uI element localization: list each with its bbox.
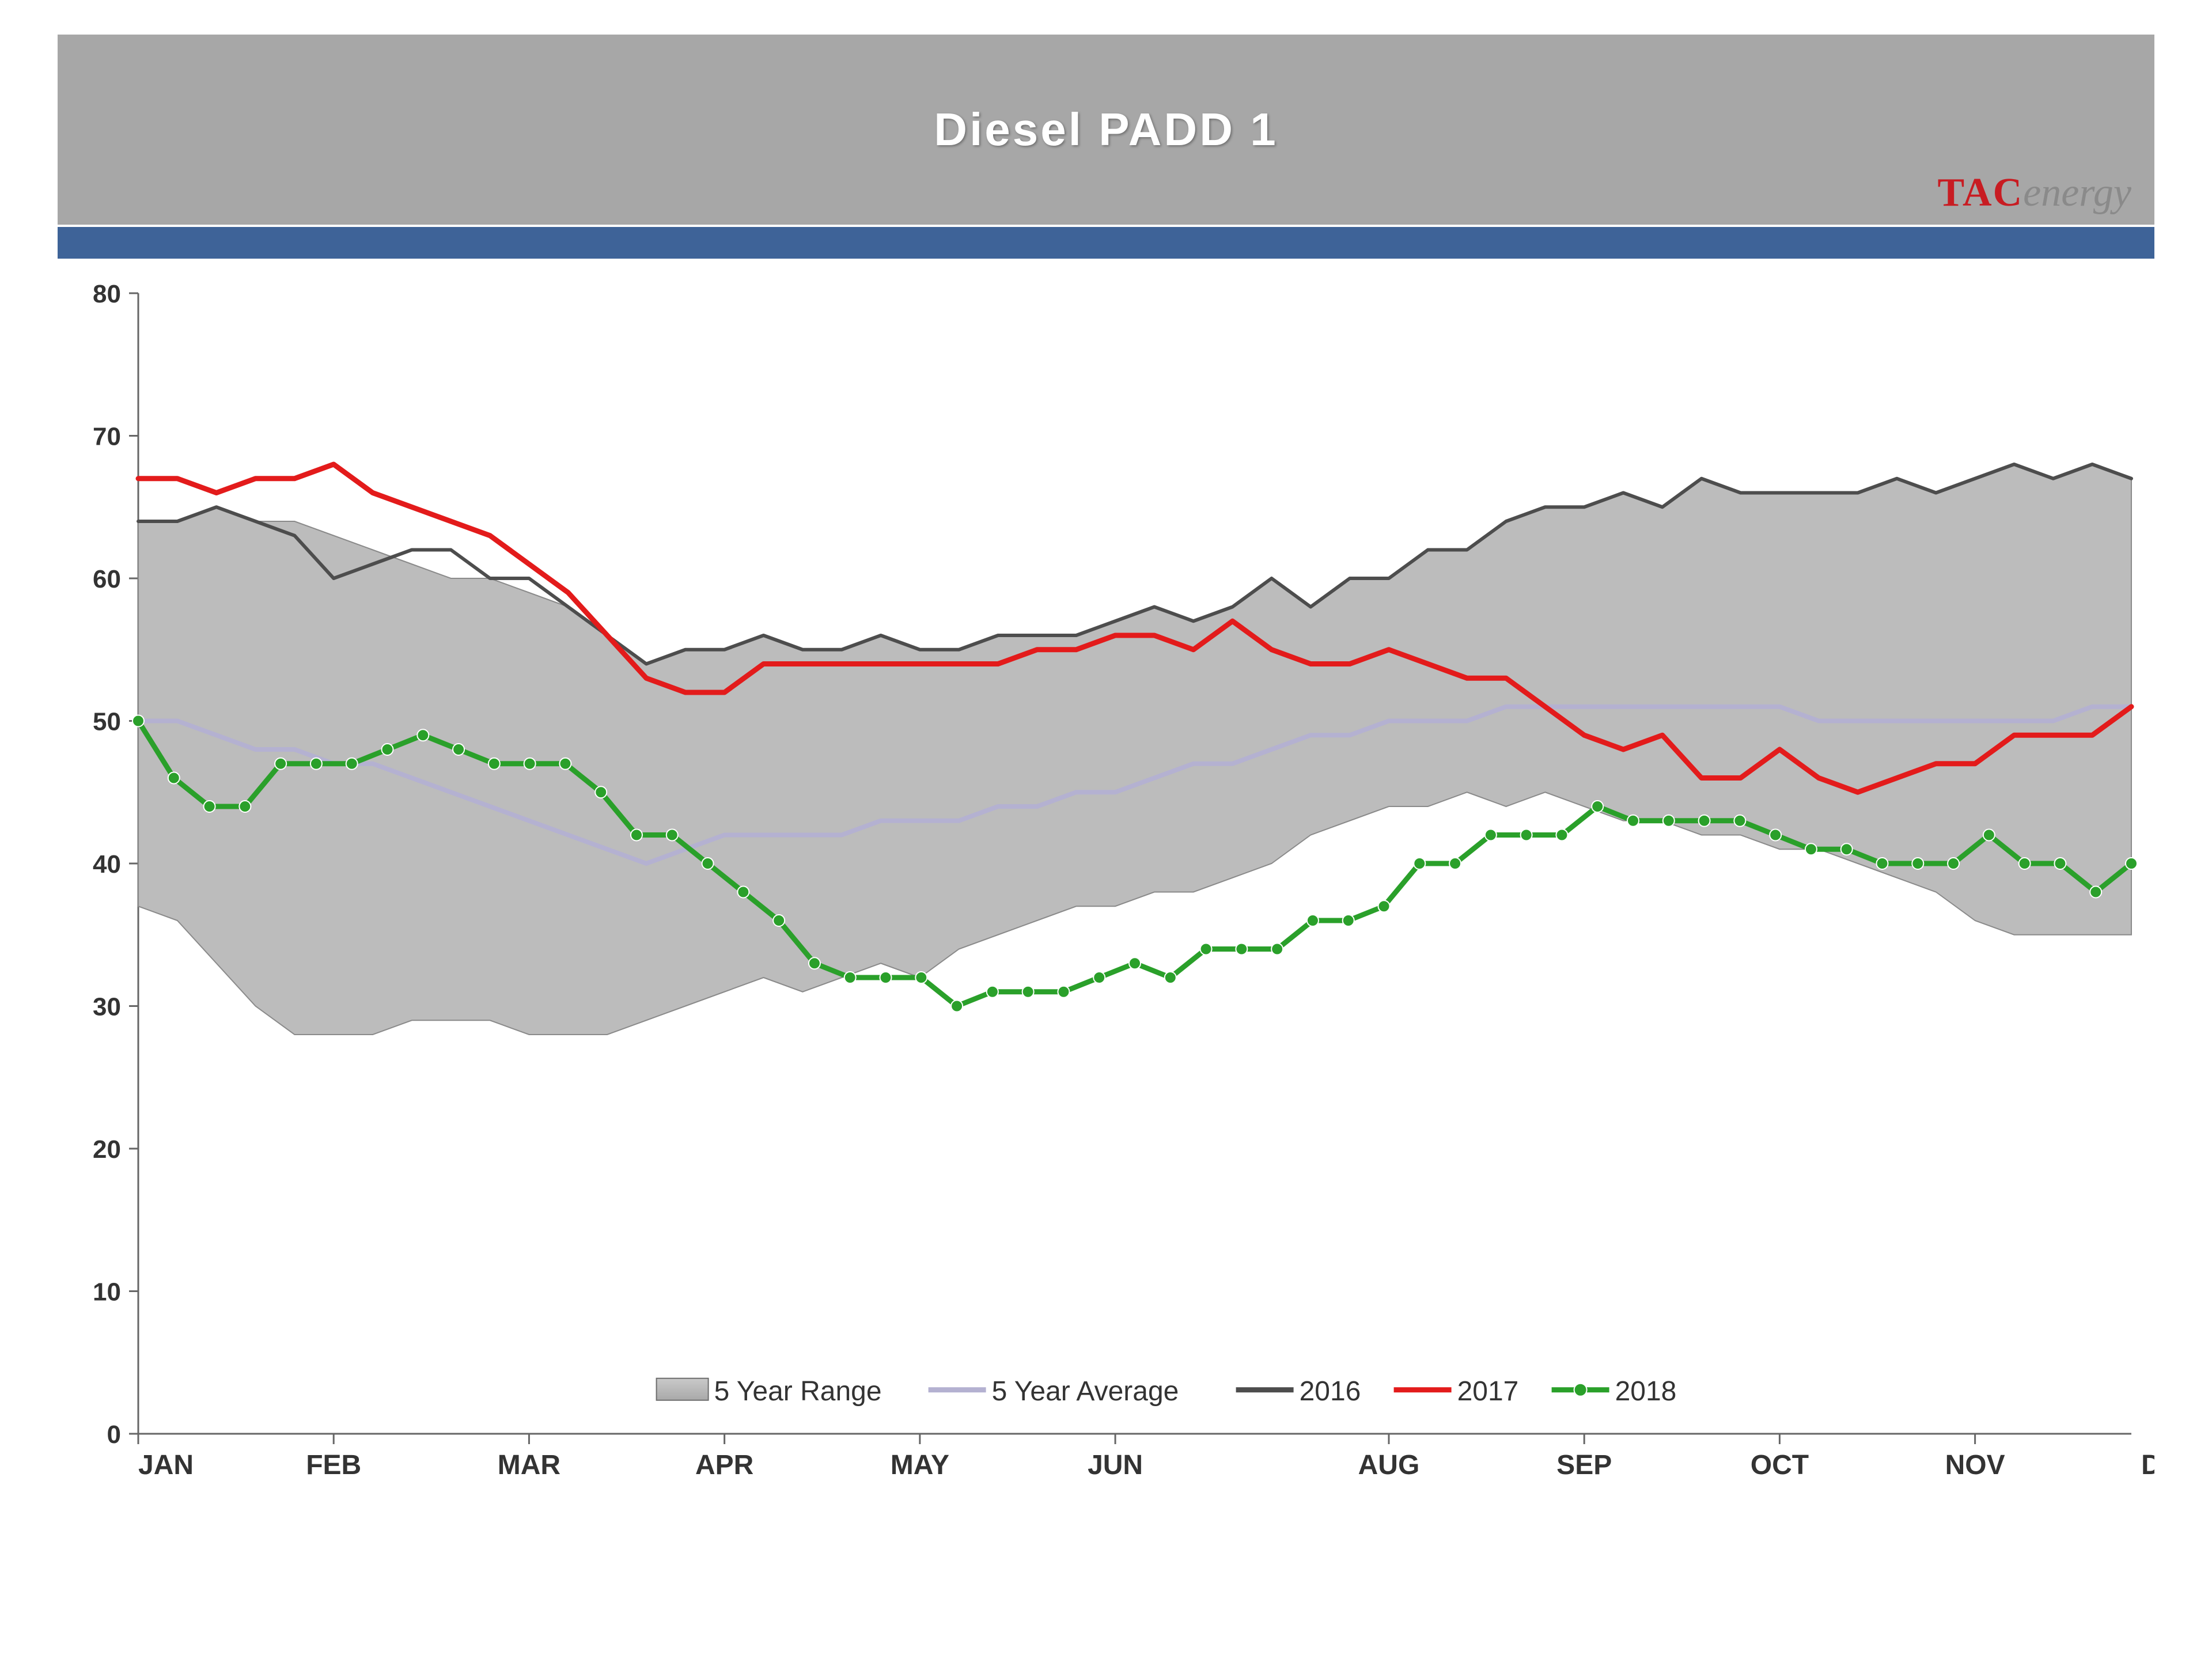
svg-text:20: 20 <box>93 1135 121 1164</box>
brand-logo: TACenergy <box>1938 173 2131 213</box>
marker <box>1912 858 1923 869</box>
marker <box>809 957 820 969</box>
marker <box>524 758 536 770</box>
svg-text:2018: 2018 <box>1615 1376 1677 1407</box>
marker <box>2126 858 2137 869</box>
marker <box>737 887 749 898</box>
marker <box>666 830 678 841</box>
marker <box>1022 986 1034 998</box>
marker <box>1129 957 1141 969</box>
marker <box>1414 858 1425 869</box>
marker <box>1983 830 1995 841</box>
svg-text:AUG: AUG <box>1358 1450 1420 1480</box>
marker <box>1521 830 1532 841</box>
marker <box>915 972 927 983</box>
legend: 5 Year Range 5 Year Average 2016 2017 2018 <box>657 1376 1677 1407</box>
svg-text:MAR: MAR <box>498 1450 560 1480</box>
marker <box>559 758 571 770</box>
marker <box>1627 815 1639 827</box>
svg-text:OCT: OCT <box>1751 1450 1809 1480</box>
marker <box>2019 858 2031 869</box>
marker <box>488 758 500 770</box>
marker <box>1877 858 1888 869</box>
marker <box>1165 972 1176 983</box>
marker <box>1485 830 1497 841</box>
marker <box>1556 830 1567 841</box>
svg-text:SEP: SEP <box>1556 1450 1612 1480</box>
accent-stripe <box>58 227 2154 259</box>
svg-text:40: 40 <box>93 850 121 878</box>
svg-text:50: 50 <box>93 708 121 736</box>
svg-text:JUN: JUN <box>1088 1450 1143 1480</box>
marker <box>1378 900 1390 912</box>
svg-text:0: 0 <box>107 1421 121 1449</box>
header: Diesel PADD 1 TACenergy <box>58 35 2154 259</box>
marker <box>168 772 180 784</box>
marker <box>595 786 607 798</box>
marker <box>275 758 286 770</box>
marker <box>1449 858 1461 869</box>
svg-text:DEC: DEC <box>2141 1450 2154 1480</box>
svg-text:30: 30 <box>93 993 121 1021</box>
marker <box>1058 986 1069 998</box>
marker <box>239 801 251 812</box>
logo-suffix: energy <box>2023 171 2131 215</box>
marker <box>1734 815 1745 827</box>
marker <box>1343 915 1354 926</box>
marker <box>1093 972 1105 983</box>
marker <box>2054 858 2066 869</box>
chart-svg: 0 10 20 30 40 50 60 70 80 JAN FEB MAR APR MAY JUN AUG SE… <box>58 259 2154 1560</box>
svg-text:10: 10 <box>93 1278 121 1306</box>
svg-text:APR: APR <box>695 1450 753 1480</box>
svg-text:NOV: NOV <box>1945 1450 2005 1480</box>
marker <box>2090 887 2101 898</box>
svg-text:60: 60 <box>93 565 121 593</box>
svg-text:JAN: JAN <box>138 1450 194 1480</box>
svg-text:2016: 2016 <box>1300 1376 1361 1407</box>
marker <box>1236 944 1247 955</box>
marker <box>1805 843 1817 855</box>
marker <box>1307 915 1319 926</box>
marker <box>1770 830 1781 841</box>
marker <box>417 729 429 741</box>
marker <box>453 744 464 755</box>
marker <box>631 830 642 841</box>
page: Diesel PADD 1 TACenergy 0 10 20 30 40 50 60 70 8… <box>0 0 2212 1659</box>
svg-text:2017: 2017 <box>1457 1376 1519 1407</box>
chart-title: Diesel PADD 1 <box>934 103 1278 156</box>
logo-brand: TAC <box>1938 171 2024 215</box>
marker <box>880 972 892 983</box>
marker <box>951 1001 963 1012</box>
marker <box>1200 944 1212 955</box>
svg-text:80: 80 <box>93 280 121 308</box>
marker <box>1592 801 1603 812</box>
marker <box>1948 858 1959 869</box>
marker <box>346 758 358 770</box>
svg-text:5 Year Range: 5 Year Range <box>714 1376 882 1407</box>
svg-text:MAY: MAY <box>891 1450 949 1480</box>
svg-text:5 Year Average: 5 Year Average <box>992 1376 1179 1407</box>
chart: 0 10 20 30 40 50 60 70 80 JAN FEB MAR APR MAY JUN AUG SE… <box>58 259 2154 1560</box>
svg-text:70: 70 <box>93 423 121 451</box>
marker <box>1841 843 1853 855</box>
marker <box>132 715 144 727</box>
marker <box>310 758 322 770</box>
marker <box>702 858 714 869</box>
title-band: Diesel PADD 1 <box>58 35 2154 225</box>
svg-text:FEB: FEB <box>306 1450 361 1480</box>
marker <box>844 972 856 983</box>
marker <box>1663 815 1675 827</box>
marker <box>1271 944 1283 955</box>
marker <box>987 986 998 998</box>
marker <box>204 801 215 812</box>
marker <box>382 744 393 755</box>
marker <box>1699 815 1710 827</box>
marker <box>773 915 785 926</box>
